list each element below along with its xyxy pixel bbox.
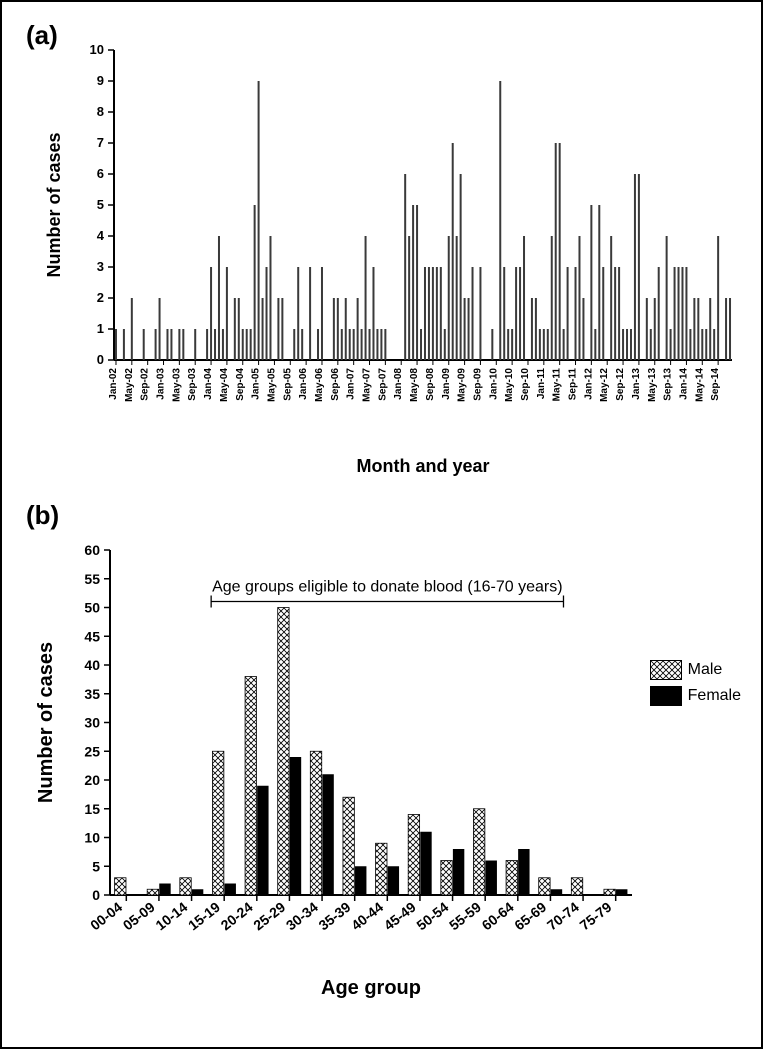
panel-b-label: (b) [26, 500, 59, 531]
svg-text:May-08: May-08 [409, 368, 420, 402]
svg-text:Age groups eligible to donate: Age groups eligible to donate blood (16-… [212, 579, 562, 596]
svg-text:Sep-08: Sep-08 [425, 368, 436, 401]
svg-text:8: 8 [97, 104, 104, 119]
svg-text:Sep-11: Sep-11 [568, 368, 579, 401]
svg-text:May-12: May-12 [599, 368, 610, 402]
svg-text:70-74: 70-74 [544, 899, 582, 934]
svg-text:Jan-09: Jan-09 [441, 368, 452, 400]
svg-text:Jan-06: Jan-06 [298, 368, 309, 400]
chart-a: 0 1 2 3 4 5 6 7 8 9 10 Jan-02 May-02 Sep-02 Jan-03 May-… [42, 40, 742, 490]
svg-text:10-14: 10-14 [152, 899, 190, 934]
svg-text:15-19: 15-19 [185, 899, 223, 934]
svg-text:40-44: 40-44 [348, 899, 386, 934]
svg-text:2: 2 [97, 290, 104, 305]
svg-text:Jan-05: Jan-05 [251, 368, 262, 400]
svg-text:May-05: May-05 [266, 368, 277, 402]
svg-text:40: 40 [84, 657, 100, 673]
svg-text:5: 5 [92, 858, 100, 874]
svg-text:Sep-06: Sep-06 [330, 368, 341, 401]
chart-b-svg: 0 5 10 15 20 25 30 35 40 45 50 55 60 00-0405-0910-141… [32, 530, 642, 1010]
svg-text:45-49: 45-49 [381, 899, 419, 934]
svg-text:Jan-13: Jan-13 [631, 368, 642, 400]
chart-b: 0 5 10 15 20 25 30 35 40 45 50 55 60 00-0405-0910-141… [32, 530, 642, 1010]
svg-text:0: 0 [92, 887, 100, 903]
svg-text:0: 0 [97, 352, 104, 367]
svg-text:05-09: 05-09 [120, 899, 158, 934]
svg-text:5: 5 [97, 197, 104, 212]
legend-label-female: Female [688, 687, 741, 705]
chart-a-svg: 0 1 2 3 4 5 6 7 8 9 10 Jan-02 May-02 Sep-02 Jan-03 May-… [42, 40, 742, 490]
svg-text:Sep-03: Sep-03 [187, 368, 198, 401]
svg-text:May-06: May-06 [314, 368, 325, 402]
svg-text:Jan-10: Jan-10 [488, 368, 499, 400]
svg-text:45: 45 [84, 628, 100, 644]
svg-text:3: 3 [97, 259, 104, 274]
svg-text:Sep-04: Sep-04 [235, 368, 246, 401]
svg-text:Sep-13: Sep-13 [663, 368, 674, 401]
svg-text:May-13: May-13 [647, 368, 658, 402]
svg-text:9: 9 [97, 73, 104, 88]
figure-frame: (a) 012345678910Jan-02May-02Sep-02Jan-03… [0, 0, 763, 1049]
svg-text:Month and year: Month and year [356, 456, 489, 476]
svg-text:30: 30 [84, 715, 100, 731]
svg-text:Sep-12: Sep-12 [615, 368, 626, 401]
svg-text:4: 4 [97, 228, 105, 243]
svg-text:Sep-09: Sep-09 [472, 368, 483, 401]
legend-label-male: Male [688, 661, 723, 679]
panel-b: (b) 0 5 10 15 20 25 30 35 40 45 50 55 60 00-0405-0910… [22, 500, 741, 1020]
svg-text:Jan-14: Jan-14 [678, 368, 689, 400]
svg-text:50-54: 50-54 [413, 899, 451, 934]
svg-text:Sep-07: Sep-07 [377, 368, 388, 401]
svg-text:55: 55 [84, 571, 100, 587]
svg-text:Number of cases: Number of cases [44, 132, 64, 277]
svg-text:Sep-10: Sep-10 [520, 368, 531, 401]
svg-text:30-34: 30-34 [283, 899, 321, 934]
svg-text:Jan-03: Jan-03 [156, 368, 167, 400]
legend: Male Female [650, 660, 741, 712]
svg-text:Number of cases: Number of cases [35, 642, 57, 803]
svg-text:75-79: 75-79 [576, 899, 614, 934]
svg-text:35: 35 [84, 686, 100, 702]
svg-text:May-11: May-11 [552, 368, 563, 402]
svg-text:Jan-12: Jan-12 [583, 368, 594, 400]
svg-text:60: 60 [84, 542, 100, 558]
svg-text:May-03: May-03 [171, 368, 182, 402]
svg-text:65-69: 65-69 [511, 899, 549, 934]
svg-text:7: 7 [97, 135, 104, 150]
svg-text:Jan-11: Jan-11 [536, 368, 547, 400]
svg-text:Sep-14: Sep-14 [710, 368, 721, 401]
svg-text:25: 25 [84, 743, 100, 759]
svg-text:10: 10 [90, 42, 104, 57]
svg-text:May-02: May-02 [124, 368, 135, 402]
legend-swatch-male [650, 660, 682, 680]
svg-text:35-39: 35-39 [315, 899, 353, 934]
svg-text:1: 1 [97, 321, 104, 336]
legend-item-female: Female [650, 686, 741, 706]
svg-text:Jan-02: Jan-02 [108, 368, 119, 400]
svg-text:Sep-02: Sep-02 [140, 368, 151, 401]
svg-text:May-09: May-09 [457, 368, 468, 402]
svg-text:00-04: 00-04 [87, 899, 125, 934]
svg-text:May-10: May-10 [504, 368, 515, 402]
svg-text:Jan-08: Jan-08 [393, 368, 404, 400]
svg-text:May-07: May-07 [362, 368, 373, 402]
panel-a: (a) 012345678910Jan-02May-02Sep-02Jan-03… [22, 20, 741, 490]
svg-text:6: 6 [97, 166, 104, 181]
svg-text:Jan-07: Jan-07 [346, 368, 357, 400]
svg-text:25-29: 25-29 [250, 899, 288, 934]
svg-text:55-59: 55-59 [446, 899, 484, 934]
svg-text:May-04: May-04 [219, 368, 230, 402]
legend-item-male: Male [650, 660, 741, 680]
svg-text:60-64: 60-64 [479, 899, 517, 934]
svg-text:May-14: May-14 [694, 368, 705, 402]
svg-text:Sep-05: Sep-05 [282, 368, 293, 401]
svg-text:Age group: Age group [321, 977, 421, 999]
svg-text:20-24: 20-24 [218, 899, 256, 934]
svg-text:50: 50 [84, 600, 100, 616]
svg-text:Jan-04: Jan-04 [203, 368, 214, 400]
svg-text:10: 10 [84, 830, 100, 846]
legend-swatch-female [650, 686, 682, 706]
svg-text:15: 15 [84, 801, 100, 817]
svg-text:20: 20 [84, 772, 100, 788]
